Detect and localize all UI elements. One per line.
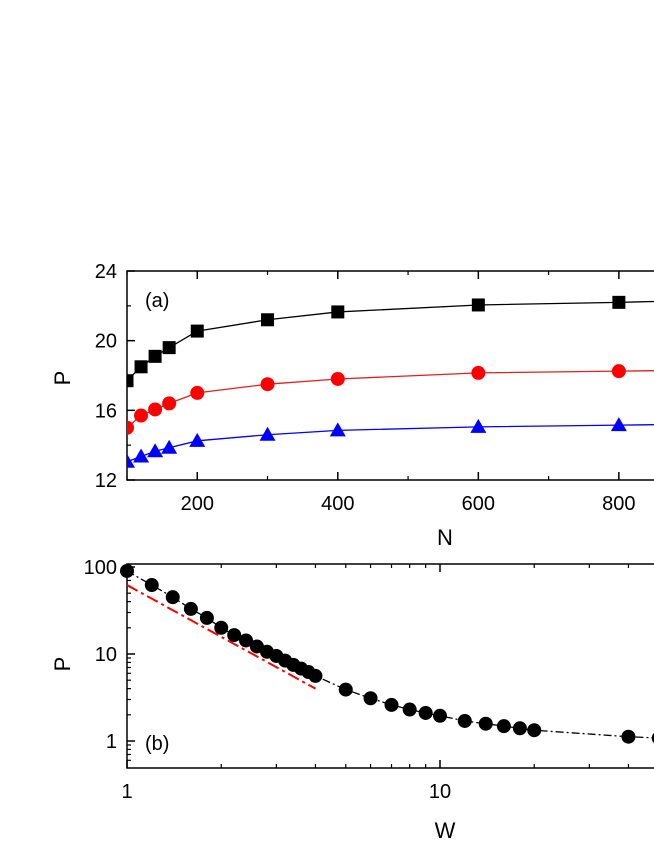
data-point xyxy=(127,420,134,435)
data-point xyxy=(148,349,162,363)
data-point xyxy=(331,305,345,319)
panel-b: 1 10 1 10 100 W P (b) xyxy=(50,557,654,843)
y-tick-label: 12 xyxy=(95,470,117,492)
plot-frame xyxy=(126,270,654,481)
data-point xyxy=(338,682,353,697)
data-point xyxy=(239,633,254,648)
data-point xyxy=(190,385,205,400)
data-point xyxy=(478,716,493,731)
panel-label: (b) xyxy=(145,733,169,755)
data-point xyxy=(134,408,149,423)
data-point xyxy=(402,702,417,717)
data-point xyxy=(330,371,345,386)
y-tick-label: 20 xyxy=(95,331,117,353)
data-point xyxy=(471,365,486,380)
data-point xyxy=(189,432,206,447)
data-point xyxy=(214,620,229,635)
data-point xyxy=(190,324,204,338)
data-point xyxy=(134,360,148,374)
data-point xyxy=(612,295,626,309)
data-point xyxy=(260,377,275,392)
x-tick-label: 10 xyxy=(429,781,451,803)
data-point xyxy=(433,708,447,723)
data-point xyxy=(199,610,214,625)
y-axis-label: P xyxy=(50,371,75,386)
data-point xyxy=(148,402,163,417)
x-axis-label: W xyxy=(435,818,456,843)
series-0-line xyxy=(126,570,654,739)
y-tick-label: 24 xyxy=(95,261,117,283)
data-point xyxy=(147,443,164,458)
data-point xyxy=(611,364,626,379)
x-axis-label: N xyxy=(437,525,453,550)
series-group xyxy=(127,295,654,468)
series-0-line xyxy=(127,300,654,382)
panel-a: 200 400 600 800 12 16 20 24 N P (a) xyxy=(50,261,654,550)
data-point xyxy=(471,298,485,312)
data-point xyxy=(329,422,346,437)
data-point xyxy=(120,563,134,578)
y-tick-label: 100 xyxy=(84,557,117,579)
data-point xyxy=(651,732,654,744)
data-point xyxy=(384,697,399,712)
reference-line xyxy=(126,584,316,690)
data-point xyxy=(127,374,134,388)
x-tick-label: 200 xyxy=(181,493,214,515)
data-point xyxy=(363,691,378,706)
data-point xyxy=(183,601,198,616)
data-point xyxy=(496,719,511,734)
x-tick-label: 800 xyxy=(602,493,635,515)
data-point xyxy=(418,705,433,720)
data-point xyxy=(162,341,176,355)
data-point xyxy=(621,729,636,744)
data-point xyxy=(127,453,135,468)
data-point xyxy=(308,668,323,683)
data-point xyxy=(227,628,242,643)
series-2-line xyxy=(127,424,654,463)
data-point xyxy=(161,439,178,454)
plot-frame xyxy=(126,563,654,769)
data-point xyxy=(165,590,180,605)
y-axis-label: P xyxy=(50,657,75,672)
x-tick-label: 600 xyxy=(462,493,495,515)
data-point xyxy=(512,721,527,736)
data-point xyxy=(259,426,276,441)
panel-label: (a) xyxy=(145,290,169,312)
y-tick-label: 10 xyxy=(95,644,117,666)
data-point xyxy=(261,313,275,327)
data-point xyxy=(457,713,472,728)
data-point xyxy=(610,417,627,432)
data-point xyxy=(470,418,487,433)
x-tick-label: 400 xyxy=(321,493,354,515)
data-point xyxy=(133,448,150,463)
x-tick-label: 1 xyxy=(121,781,132,803)
y-tick-label: 1 xyxy=(106,731,117,753)
data-point xyxy=(527,723,542,738)
y-tick-label: 16 xyxy=(95,400,117,422)
series-1-line xyxy=(127,370,654,429)
series-group xyxy=(120,563,654,744)
data-point xyxy=(162,396,177,411)
data-point xyxy=(144,578,159,593)
